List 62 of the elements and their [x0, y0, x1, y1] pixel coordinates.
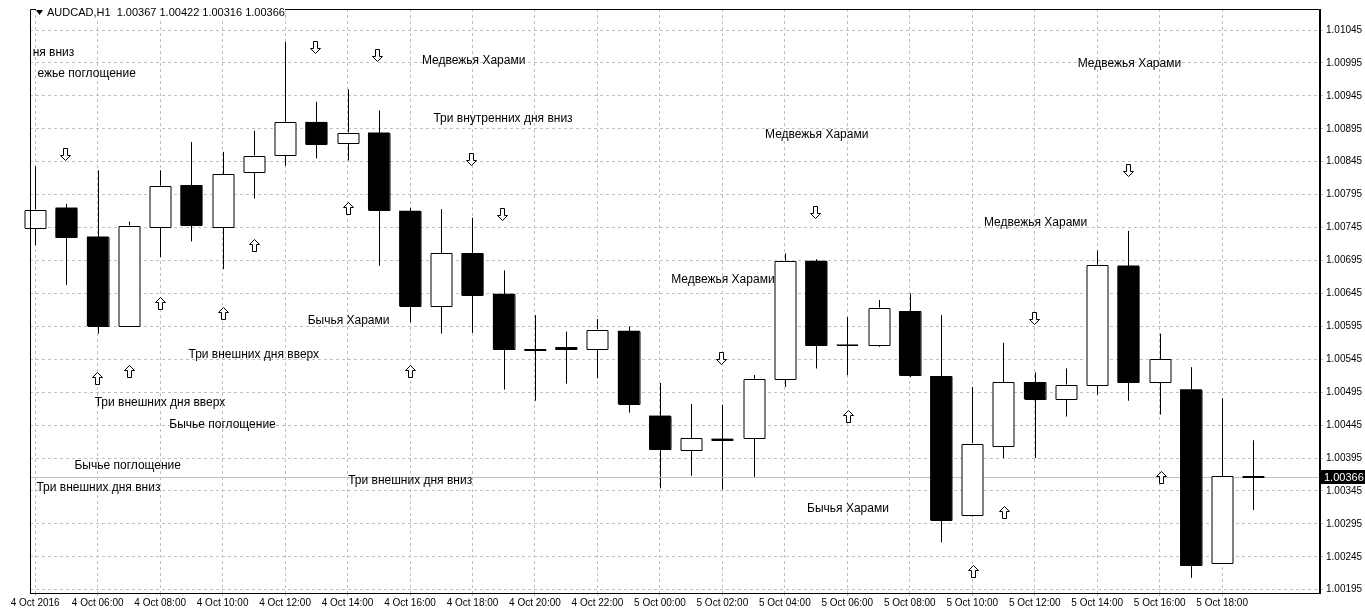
y-tick-label: 1.00895 [1326, 122, 1363, 134]
y-tick-label: 1.00945 [1326, 89, 1363, 101]
y-tick-label: 1.00345 [1326, 484, 1363, 496]
y-tick-label: 1.00245 [1326, 550, 1363, 562]
y-tick-label: 1.00695 [1326, 254, 1363, 266]
y-tick-label: 1.01045 [1326, 23, 1363, 35]
annotation: Три внешних дня вниз [36, 480, 161, 495]
x-tick-label: 5 Oct 12:00 [1008, 596, 1062, 608]
candlestick [555, 331, 578, 385]
x-tick-label: 4 Oct 18:00 [446, 596, 499, 608]
x-tick-label: 5 Oct 04:00 [758, 596, 812, 608]
candlestick [305, 101, 328, 159]
y-tick-label: 1.00495 [1326, 385, 1363, 397]
y-tick-label: 1.00295 [1326, 517, 1363, 529]
y-tick-label: 1.00845 [1326, 155, 1363, 167]
annotation: Бычье поглощение [74, 458, 182, 473]
y-tick-label: 1.00545 [1326, 353, 1363, 365]
x-tick-label: 4 Oct 06:00 [71, 596, 124, 608]
annotation: Медвежья Харами [764, 127, 869, 142]
annotation: Три внутренних дня вниз [433, 111, 574, 126]
y-tick-label: 1.00745 [1326, 221, 1363, 233]
annotation: Бычья Харами [307, 313, 390, 328]
x-tick-label: 4 Oct 22:00 [571, 596, 624, 608]
x-tick-label: 5 Oct 00:00 [634, 596, 687, 608]
candlestick [1242, 439, 1265, 511]
annotation: Бычья Харами [807, 501, 889, 516]
x-tick-label: 5 Oct 14:00 [1071, 596, 1124, 608]
x-tick-label: 4 Oct 08:00 [134, 596, 187, 608]
x-tick-label: 4 Oct 10:00 [196, 596, 249, 608]
y-tick-label: 1.00195 [1326, 583, 1363, 595]
candlestick [836, 316, 859, 376]
annotation: ежье поглощение [37, 66, 137, 81]
x-tick-label: 5 Oct 08:00 [883, 596, 937, 608]
annotation: Медвежья Харами [983, 215, 1088, 230]
candlestick [586, 318, 609, 379]
annotation: Три внешних дня вверх [188, 347, 320, 362]
x-tick-label: 5 Oct 06:00 [821, 596, 874, 608]
annotation: Медвежья Харами [421, 53, 526, 68]
x-tick-label: 4 Oct 12:00 [259, 596, 312, 608]
x-tick-label: 4 Oct 2016 [10, 596, 61, 608]
annotation: Медвежья Харами [671, 272, 775, 287]
y-tick-label: 1.00645 [1326, 287, 1363, 299]
x-tick-label: 5 Oct 18:00 [1196, 596, 1249, 608]
annotation: Медвежья Харами [1077, 56, 1182, 71]
annotation: Три внешних дня вниз [348, 473, 473, 488]
x-tick-label: 5 Oct 02:00 [696, 596, 749, 608]
y-tick-label: 1.00395 [1326, 451, 1363, 463]
x-tick-label: 4 Oct 16:00 [384, 596, 437, 608]
y-tick-label: 1.00445 [1326, 418, 1363, 430]
annotation: Бычье поглощение [169, 417, 277, 432]
candlestick [711, 404, 734, 491]
x-tick-label: 5 Oct 16:00 [1133, 596, 1186, 608]
ref-line-label: 1.00366 [1324, 470, 1364, 483]
y-tick-label: 1.00795 [1326, 188, 1363, 200]
x-tick-label: 4 Oct 14:00 [321, 596, 374, 608]
y-tick-label: 1.00995 [1326, 56, 1363, 68]
annotation: ня вниз [32, 45, 75, 60]
annotation: Три внешних дня вверх [94, 395, 226, 410]
chart-title: AUDCAD,H1 1.00367 1.00422 1.00316 1.00366 [47, 6, 285, 18]
x-tick-label: 4 Oct 20:00 [509, 596, 562, 608]
x-tick-label: 5 Oct 10:00 [946, 596, 999, 608]
y-tick-label: 1.00595 [1326, 320, 1363, 332]
